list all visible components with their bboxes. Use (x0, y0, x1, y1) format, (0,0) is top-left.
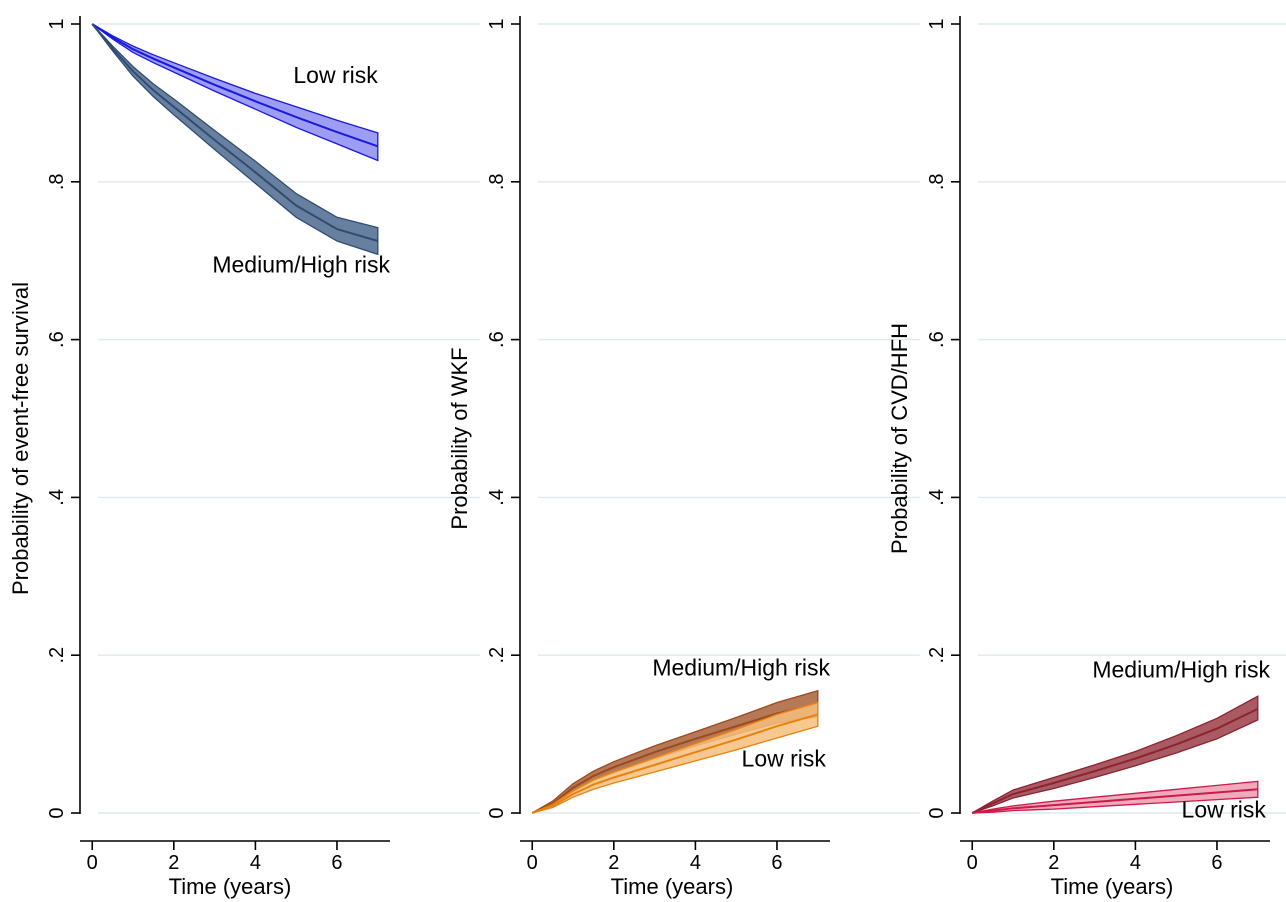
series-line (91, 23, 379, 242)
y-tick-label: 0 (486, 807, 508, 818)
y-tick-label: 1 (926, 18, 948, 29)
x-axis-title: Time (years) (1051, 874, 1174, 899)
x-axis-title: Time (years) (169, 874, 292, 899)
y-tick-label: 0 (926, 807, 948, 818)
chart-panel-1: 0 .2 .4 .6 .8 1 0 2 4 6 Time (years) Probability of… (8, 16, 480, 899)
series-line (91, 23, 379, 148)
y-tick-label: .2 (486, 647, 508, 664)
x-tick-label: 4 (690, 852, 701, 874)
series-annotation: Medium/High risk (1092, 656, 1270, 682)
x-tick-label: 4 (250, 852, 261, 874)
series-annotation: Low risk (742, 745, 827, 771)
series-line (531, 713, 819, 814)
y-tick-label: .8 (926, 173, 948, 190)
x-tick-label: 0 (967, 852, 978, 874)
x-tick-label: 6 (1211, 852, 1222, 874)
chart-panel-3: 0 .2 .4 .6 .8 1 0 2 4 6 Time (years) Probability of… (887, 16, 1286, 899)
series-annotation: Medium/High risk (652, 655, 830, 681)
y-tick-label: .4 (46, 489, 68, 506)
confidence-band (971, 695, 1259, 814)
x-tick-label: 6 (771, 852, 782, 874)
x-axis-title: Time (years) (611, 874, 734, 899)
x-tick-label: 4 (1130, 852, 1141, 874)
x-tick-label: 2 (168, 852, 179, 874)
y-tick-label: .4 (486, 489, 508, 506)
x-tick-label: 2 (1048, 852, 1059, 874)
series-annotation: Medium/High risk (212, 252, 390, 278)
y-tick-label: .4 (926, 489, 948, 506)
y-tick-label: .6 (926, 331, 948, 348)
y-tick-label: .8 (46, 173, 68, 190)
y-tick-label: 1 (46, 18, 68, 29)
y-tick-label: .6 (486, 331, 508, 348)
x-tick-label: 0 (87, 852, 98, 874)
x-tick-label: 6 (331, 852, 342, 874)
y-tick-label: 0 (46, 807, 68, 818)
y-axis-title: Probability of event-free survival (8, 282, 33, 595)
series-line (531, 703, 819, 814)
y-tick-label: .2 (46, 647, 68, 664)
series-line (971, 707, 1259, 814)
y-tick-label: .6 (46, 331, 68, 348)
y-tick-label: 1 (486, 18, 508, 29)
y-axis-title: Probability of CVD/HFH (887, 323, 912, 554)
series-annotation: Low risk (293, 62, 378, 88)
x-tick-label: 0 (527, 852, 538, 874)
chart-panel-2: 0 .2 .4 .6 .8 1 0 2 4 6 Time (years) Probability of… (447, 16, 920, 899)
y-tick-label: .8 (486, 173, 508, 190)
x-tick-label: 2 (608, 852, 619, 874)
y-tick-label: .2 (926, 647, 948, 664)
series-line (972, 788, 1258, 814)
series-annotation: Low risk (1182, 797, 1267, 823)
y-axis-title: Probability of WKF (447, 347, 472, 529)
